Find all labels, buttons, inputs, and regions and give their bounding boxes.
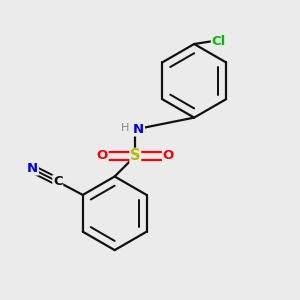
Text: H: H: [121, 123, 129, 133]
Text: O: O: [97, 149, 108, 162]
Text: O: O: [163, 149, 174, 162]
Text: Cl: Cl: [212, 34, 226, 48]
Text: N: N: [133, 123, 144, 136]
Text: C: C: [53, 175, 63, 188]
Text: S: S: [130, 148, 140, 164]
Text: N: N: [27, 162, 38, 175]
